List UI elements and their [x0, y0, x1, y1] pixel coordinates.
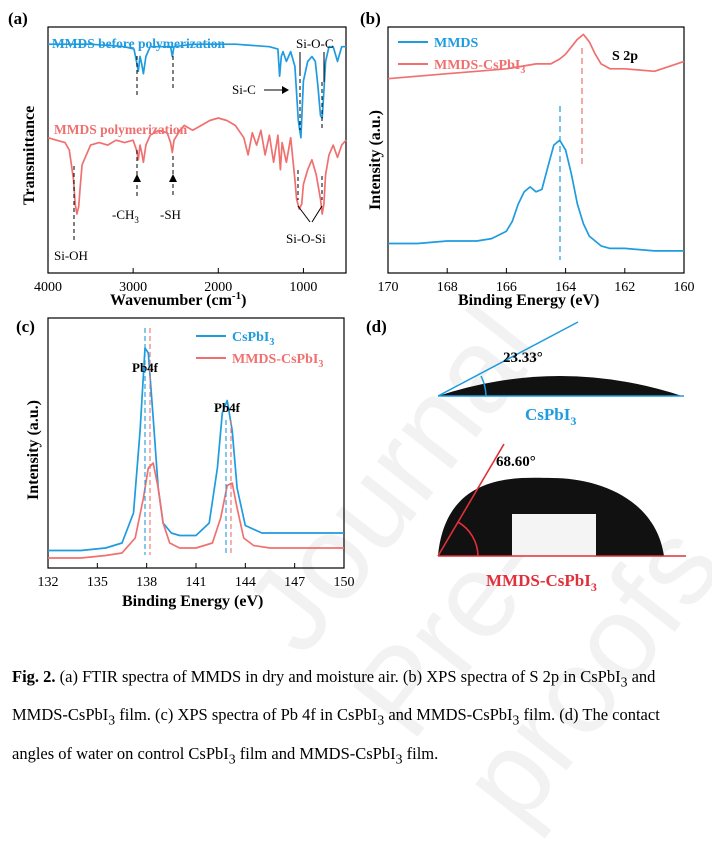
panel-b-legend-1: MMDS: [434, 36, 479, 51]
panel-b-tick-label-6: 160: [674, 280, 695, 295]
panel-a-tick-label-1: 4000: [34, 280, 62, 295]
panel-b-tick-label-4: 164: [555, 280, 576, 295]
annot-sh: -SH: [160, 207, 181, 222]
figure-caption: Fig. 2. (a) FTIR spectra of MMDS in dry …: [12, 667, 660, 766]
annot-si-o-si: Si-O-Si: [286, 231, 326, 246]
sample-label-cspbi3: CsPbI3: [525, 405, 576, 428]
panel-b-tick-label-3: 166: [496, 280, 517, 295]
si-o-si-arrow-2: [311, 205, 323, 223]
panel-c-label: (c): [16, 317, 35, 336]
annot-si-oh: Si-OH: [54, 248, 88, 263]
annot-s2p: S 2p: [612, 49, 638, 64]
droplet-reflection: [512, 514, 596, 556]
panel-a-legend-2: MMDS polymerization: [54, 122, 188, 137]
annot-pb4f-2: Pb4f: [214, 400, 241, 415]
panel-a-series-1-line: [48, 43, 346, 139]
sample-label-mmds-cspbi3: MMDS-CsPbI3: [486, 571, 597, 594]
panel-d-label: (d): [366, 317, 387, 336]
panel-c-x-title: Binding Energy (eV): [122, 593, 263, 610]
panel-b: (b) 170 168 166 164 162 160 Binding Energy (e…: [360, 9, 695, 309]
panel-b-series: [387, 33, 685, 252]
panel-c-y-title: Intensity (a.u.): [25, 400, 42, 500]
panel-c-series-1-line: [48, 347, 344, 552]
angle-arc-mmds-cspbi3: [457, 521, 479, 557]
panel-a-tick-label-4: 1000: [289, 280, 317, 295]
panel-c-x-ticks: 132 135 138 141 144 147 150: [38, 563, 355, 590]
panel-a-label: (a): [8, 9, 28, 28]
panel-b-x-ticks: 170 168 166 164 162 160: [378, 268, 695, 295]
annot-ch3: -CH3: [112, 207, 139, 225]
panel-c-tick-label-6: 147: [284, 575, 305, 590]
panel-c-tick-label-3: 138: [136, 575, 157, 590]
panel-c-legend-1: CsPbI3: [232, 330, 274, 348]
panel-a-series: [47, 43, 347, 215]
panel-a: (a) 4000 3000 2000 1000 Wavenumber (cm-1) T…: [8, 9, 347, 309]
panel-c-series: [48, 347, 344, 559]
droplet-cspbi3: [438, 376, 682, 396]
panel-b-frame: [387, 26, 685, 274]
annot-si-c: Si-C: [232, 82, 256, 97]
tangent-cspbi3: [437, 321, 579, 397]
panel-b-legend-2: MMDS-CsPbI3: [434, 58, 525, 76]
ch3-arrow-icon: [133, 174, 141, 182]
panel-a-x-ticks: 4000 3000 2000 1000: [34, 268, 317, 295]
angle-label-mmds-cspbi3: 68.60°: [496, 454, 536, 470]
panel-c-tick-label-2: 135: [87, 575, 108, 590]
panel-b-x-title: Binding Energy (eV): [458, 292, 599, 309]
si-c-arrow-icon: [282, 86, 289, 94]
panel-a-x-title: Wavenumber (cm-1): [110, 290, 246, 309]
si-o-si-arrow-1: [297, 205, 311, 223]
panel-b-tick-label-5: 162: [614, 280, 635, 295]
figure: (a) 4000 3000 2000 1000 Wavenumber (cm-1) T…: [8, 9, 695, 610]
panel-c-tick-label-4: 141: [186, 575, 207, 590]
panel-c: (c) 132 135 138 141 144 147 150 Binding Energy…: [16, 317, 355, 610]
panel-c-legend-2: MMDS-CsPbI3: [232, 352, 323, 370]
panel-a-series-2-line: [47, 117, 347, 215]
panel-a-tick-label-3: 2000: [204, 280, 232, 295]
panel-a-y-title: Transmittance: [21, 106, 38, 205]
panel-a-frame: [47, 26, 347, 274]
panel-a-legend-1: MMDS before polymerization: [52, 36, 225, 51]
sh-arrow-icon: [169, 174, 177, 182]
panel-c-tick-label-1: 132: [38, 575, 59, 590]
tangent-mmds-cspbi3: [437, 443, 505, 557]
annot-pb4f-1: Pb4f: [132, 360, 159, 375]
angle-label-cspbi3: 23.33°: [503, 350, 543, 366]
panel-a-tick-label-2: 3000: [119, 280, 147, 295]
panel-d: (d) 23.33° CsPbI3 68.60° MMDS-CsPbI3: [366, 317, 686, 594]
panel-c-series-2-line: [48, 462, 344, 559]
panel-c-tick-label-7: 150: [334, 575, 355, 590]
annot-si-o-c: Si-O-C: [296, 36, 334, 51]
angle-arc-cspbi3: [480, 375, 487, 397]
panel-b-label: (b): [360, 9, 381, 28]
panel-b-series-1-line: [388, 139, 684, 252]
panel-b-y-title: Intensity (a.u.): [367, 110, 384, 210]
panel-b-series-2-line: [387, 33, 685, 80]
panel-b-tick-label-2: 168: [437, 280, 458, 295]
panel-c-tick-label-5: 144: [235, 575, 256, 590]
panel-b-tick-label-1: 170: [378, 280, 399, 295]
